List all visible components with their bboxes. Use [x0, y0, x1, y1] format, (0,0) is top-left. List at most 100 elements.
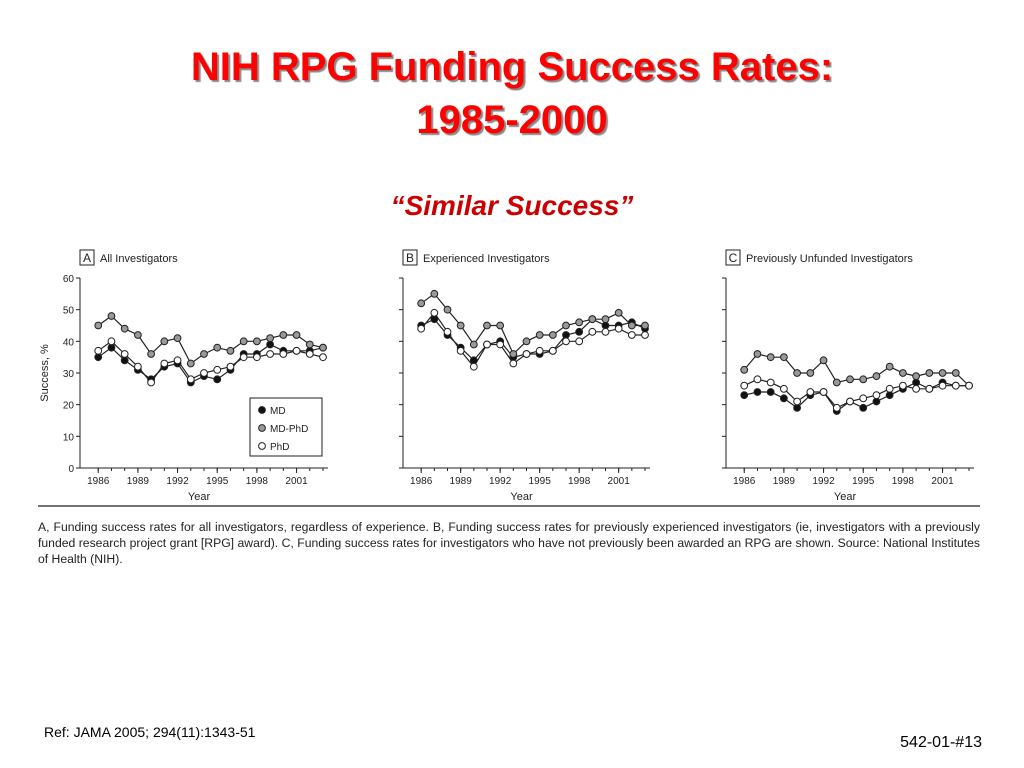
panel-a-point-md-phd: [173, 334, 182, 343]
panel-a-point-md: [120, 356, 129, 365]
panel-b-point-phd: [627, 331, 636, 339]
panel-a-point-md-phd: [292, 331, 301, 339]
panel-b-point-md-phd: [548, 331, 557, 339]
panel-c-point-phd: [740, 381, 749, 390]
panel-b-point-phd: [469, 362, 478, 371]
panel-b-point-md-phd: [535, 331, 544, 339]
panel-c-point-phd: [832, 403, 841, 412]
panel-b-line-md: [420, 318, 646, 362]
panel-b-point-md-phd: [588, 315, 597, 324]
slide-subtitle: “Similar Success”: [390, 190, 634, 221]
panel-b-point-md: [562, 331, 570, 339]
panel-b-point-phd: [430, 308, 439, 317]
panel-c-point-phd: [793, 397, 802, 406]
panel-b-point-phd: [496, 340, 505, 349]
panel-a-legend-label-md-phd: MD-PhD: [270, 424, 308, 435]
panel-b-point-phd: [562, 337, 570, 346]
panel-c-x-axis-label: Year: [834, 491, 857, 503]
panel-a-point-md-phd: [252, 337, 261, 346]
panel-b-point-phd: [443, 327, 452, 336]
panel-c-line-md-phd: [743, 353, 970, 387]
panel-b-point-phd: [509, 359, 518, 368]
panel-b-point-md-phd: [522, 337, 531, 346]
panel-a-point-phd: [120, 350, 129, 358]
panel-c-letter-box: [725, 249, 741, 266]
panel-b-point-phd: [641, 331, 649, 339]
panel-a-point-md-phd: [266, 334, 275, 343]
panel-b-point-md-phd: [562, 321, 570, 330]
panel-c-point-phd: [859, 394, 868, 403]
panel-b-point-md: [430, 315, 439, 324]
panel-a-x-tick-label: 2001: [285, 476, 308, 487]
panel-b-point-md: [469, 356, 478, 365]
panel-c-point-phd: [965, 381, 973, 390]
panel-b-point-md-phd: [456, 321, 465, 330]
panel-a-y-tick-label: 30: [63, 369, 75, 380]
panel-c-point-md: [753, 388, 762, 396]
panel-b-point-md-phd: [601, 315, 610, 324]
panel-c-point-md-phd: [912, 372, 921, 381]
panel-a-x-tick-label: 1989: [127, 476, 150, 487]
panel-b-x-tick-label: 2001: [608, 476, 631, 487]
panel-a-point-phd: [173, 356, 182, 365]
panel-c-line-md: [744, 381, 969, 412]
panel-a-y-tick-label: 20: [63, 401, 75, 412]
panel-c-x-tick-label: 1986: [733, 476, 756, 487]
panel-a-x-tick-label: 1986: [87, 476, 110, 487]
panel-a-point-phd: [200, 369, 208, 377]
panel-c-point-md-phd: [766, 353, 775, 362]
panel-b-point-md-phd: [627, 321, 636, 330]
panel-c-x-tick-label: 1989: [773, 476, 796, 487]
panel-a-y-axis-label: Success, %: [39, 344, 51, 402]
panel-a-point-phd: [266, 350, 275, 358]
panel-c-point-md-phd: [740, 365, 749, 374]
panel-a-point-phd: [305, 350, 314, 358]
panel-c-point-md-phd: [859, 375, 868, 384]
panel-a-line-phd: [97, 340, 324, 384]
panel-b-point-md: [601, 321, 610, 330]
panel-b-point-md-phd: [430, 289, 439, 298]
panel-a-point-phd: [186, 375, 195, 384]
panel-c-point-md-phd: [832, 378, 841, 387]
slide-title-line2: 1985-2000: [416, 98, 608, 142]
panel-a-letter-box: [79, 249, 95, 266]
panel-c-point-phd: [951, 381, 960, 390]
panel-c-point-md: [766, 388, 775, 396]
panel-a-point-md-phd: [186, 359, 195, 368]
panel-c-point-md: [912, 378, 921, 387]
panel-c-point-md-phd: [806, 369, 815, 377]
panel-a-point-phd: [160, 359, 169, 368]
figure-panels: A All Investigators 0 10 20 30 40 50 60 1986 1989 1…: [38, 249, 980, 507]
panel-a-point-phd: [94, 346, 103, 355]
panel-a-legend-label-md: MD: [270, 406, 286, 417]
panel-b-point-md-phd: [469, 340, 478, 349]
panel-c-x-tick-label: 1992: [812, 476, 835, 487]
panel-c-point-phd: [819, 388, 828, 396]
panel-b-title: Experienced Investigators: [423, 253, 550, 265]
panel-c-point-md-phd: [872, 372, 881, 381]
panel-a-point-phd: [226, 362, 235, 371]
panel-b-point-phd: [456, 346, 465, 355]
panel-b-letter: B: [406, 251, 414, 265]
panel-b-point-phd: [483, 340, 491, 349]
panel-a-point-md-phd: [305, 340, 314, 349]
panel-b-x-tick-label: 1995: [529, 476, 552, 487]
panel-c-point-md-phd: [846, 375, 854, 384]
slide-title-line1: NIH RPG Funding Success Rates:: [190, 45, 834, 89]
panel-a-point-phd: [213, 365, 222, 374]
panel-a-y-tick-label: 40: [63, 337, 75, 348]
panel-a-point-phd: [133, 362, 142, 371]
panel-a-x-tick-label: 1995: [206, 476, 229, 487]
panel-b-point-phd: [575, 337, 584, 346]
panel-c-point-md: [779, 394, 788, 403]
panel-a-legend-label-phd: PhD: [270, 442, 289, 453]
panel-c-point-phd: [872, 391, 881, 400]
panel-a-point-md-phd: [319, 343, 327, 352]
panel-b-point-md-phd: [575, 318, 584, 327]
panel-c-point-md: [793, 403, 802, 412]
panel-b-point-phd: [601, 327, 610, 336]
panel-c-letter: C: [729, 251, 738, 265]
panel-a-point-md-phd: [200, 350, 208, 358]
panel-c-point-md-phd: [753, 350, 762, 358]
panel-b-point-md: [575, 327, 584, 336]
